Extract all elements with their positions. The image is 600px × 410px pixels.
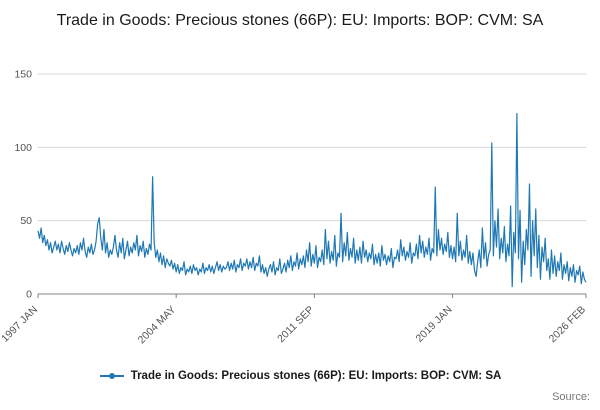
x-axis-tick-label: 2004 MAY xyxy=(136,304,179,347)
line-chart-canvas: 0 50 100 150 1997 JAN 2004 MAY 2011 SEP 2019 JA… xyxy=(0,69,589,347)
x-axis-tick-label: 1997 JAN xyxy=(0,304,40,345)
y-axis-tick-label: 0 xyxy=(26,289,32,301)
source-label: Source: xyxy=(552,391,590,403)
legend-label: Trade in Goods: Precious stones (66P): E… xyxy=(130,370,502,382)
y-axis-tick-label: 50 xyxy=(20,215,32,227)
legend-line-icon xyxy=(99,373,124,379)
legend-dot xyxy=(108,373,115,379)
legend[interactable]: Trade in Goods: Precious stones (66P): E… xyxy=(0,370,600,382)
page: Trade in Goods: Precious stones (66P): E… xyxy=(0,10,600,410)
data-series-line xyxy=(37,113,587,288)
chart-area: 0 50 100 150 1997 JAN 2004 MAY 2011 SEP 2019 JA… xyxy=(0,62,600,357)
x-axis-tick-label: 2026 FEB xyxy=(547,304,589,346)
x-axis-tick-label: 2011 SEP xyxy=(275,304,316,345)
x-axis-tick-label: 2019 JAN xyxy=(414,304,455,345)
y-axis-tick-label: 150 xyxy=(14,69,32,81)
y-axis-tick-label: 100 xyxy=(14,142,32,154)
page-title: Trade in Goods: Precious stones (66P): E… xyxy=(56,12,544,29)
